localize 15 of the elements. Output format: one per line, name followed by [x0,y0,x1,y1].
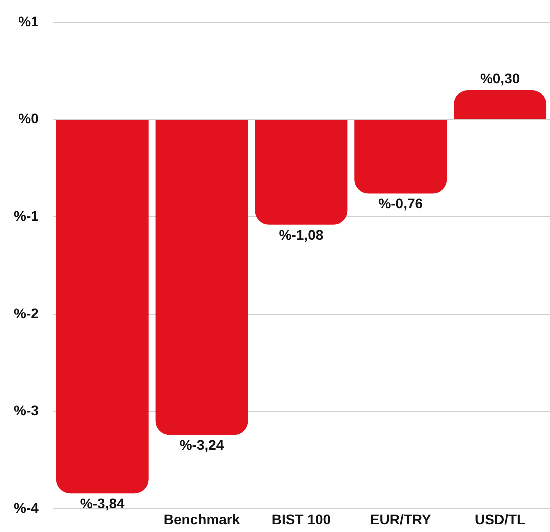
x-tick-label: BIST 100 [272,511,332,528]
y-tick-label: %1 [18,13,40,30]
y-tick-label: %-2 [14,305,40,322]
data-label: %-1,08 [279,226,324,243]
data-label: %-3,84 [80,495,125,512]
data-label: %-3,24 [180,437,224,454]
y-tick-label: %-1 [14,208,40,224]
x-tick-label: Benchmark [164,511,240,528]
y-tick-label: %-4 [14,500,40,516]
y-tick-label: %0 [18,110,40,127]
x-tick-label: USD/TL [475,511,526,528]
data-label: %0,30 [480,70,520,86]
x-tick-label: EUR/TRY [370,511,432,528]
data-label: %-0,76 [378,196,424,212]
y-tick-label: %-3 [14,402,40,419]
